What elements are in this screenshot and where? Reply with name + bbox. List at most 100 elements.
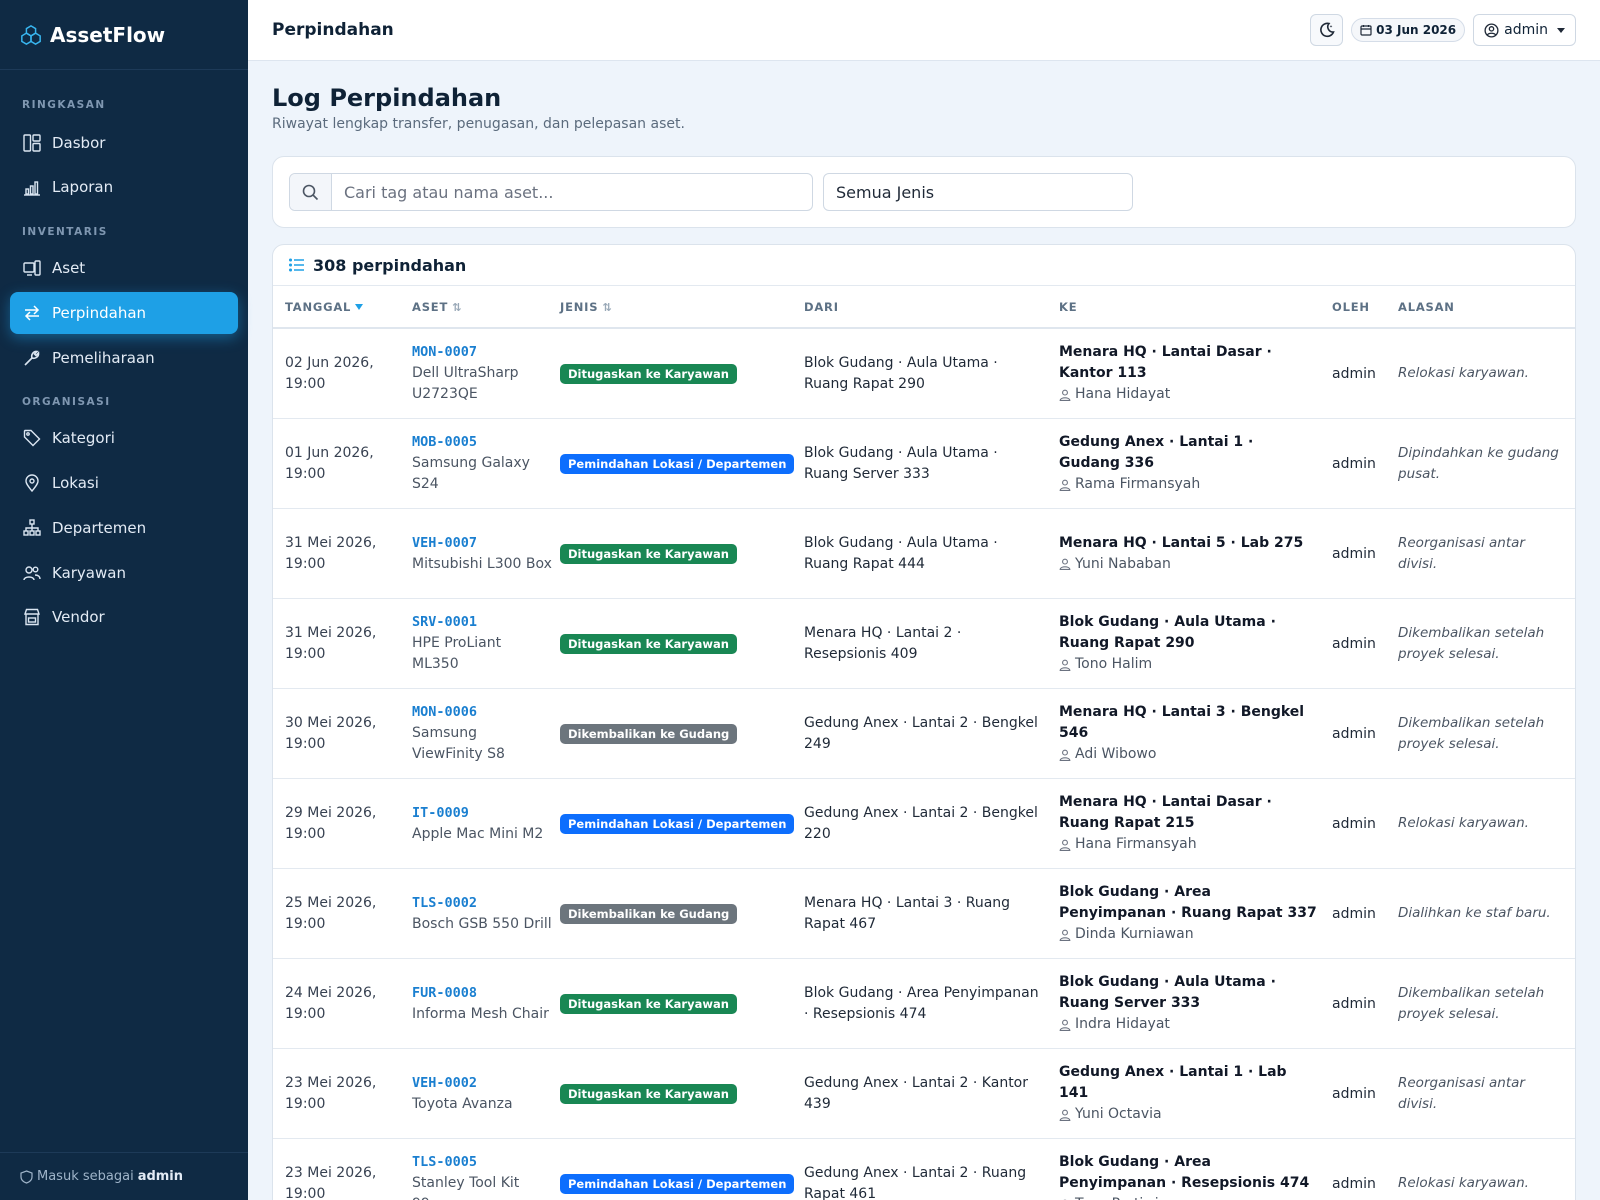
person-icon [1059, 558, 1071, 570]
assignee: Yuni Nababan [1059, 554, 1319, 575]
from-cell: Blok Gudang · Area Penyimpanan · Resepsi… [804, 959, 1044, 1048]
asset-tag-link[interactable]: FUR-0008 [412, 984, 478, 1001]
reason-text: Dikembalikan setelah proyek selesai. [1398, 624, 1545, 662]
table-row[interactable]: 31 Mei 2026, 19:00 VEH-0007 Mitsubishi L… [273, 509, 1575, 599]
actor-name: admin [1332, 815, 1376, 832]
to-cell: Blok Gudang · Area Penyimpanan · Ruang R… [1059, 869, 1319, 958]
asset-tag-link[interactable]: VEH-0007 [412, 534, 478, 551]
table-row[interactable]: 31 Mei 2026, 19:00 SRV-0001 HPE ProLiant… [273, 599, 1575, 689]
sidebar-item-label: Departemen [52, 519, 147, 537]
location-pin-icon [22, 473, 42, 493]
date-cell: 23 Mei 2026, 19:00 [285, 1049, 395, 1138]
to-location: Gedung Anex · Lantai 1 · Lab 141 [1059, 1064, 1287, 1101]
asset-tag-link[interactable]: IT-0009 [412, 804, 469, 821]
time-text: 19:00 [285, 1095, 326, 1112]
app-name: AssetFlow [50, 22, 166, 47]
date-badge: 03 Jun 2026 [1351, 18, 1466, 42]
from-location: Menara HQ · Lantai 2 · Resepsionis 409 [804, 624, 962, 662]
sidebar-item-perpindahan[interactable]: Perpindahan [10, 292, 238, 334]
sidebar-item-dasbor[interactable]: Dasbor [10, 122, 238, 164]
table-row[interactable]: 23 Mei 2026, 19:00 TLS-0005 Stanley Tool… [273, 1139, 1575, 1200]
col-header-jenis[interactable]: JENIS ⇅ [560, 300, 612, 314]
person-icon [1059, 839, 1071, 851]
search-icon [290, 174, 332, 210]
section-title-inventaris: INVENTARIS [22, 226, 108, 238]
asset-cell: SRV-0001 HPE ProLiant ML350 [412, 599, 552, 688]
sidebar-item-karyawan[interactable]: Karyawan [10, 552, 238, 594]
people-icon [22, 563, 42, 583]
page-heading-block: Log Perpindahan Riwayat lengkap transfer… [272, 84, 685, 132]
table-row[interactable]: 01 Jun 2026, 19:00 MOB-0005 Samsung Gala… [273, 419, 1575, 509]
user-menu-button[interactable]: admin [1473, 14, 1576, 46]
asset-tag-link[interactable]: TLS-0005 [412, 1154, 478, 1170]
type-cell: Ditugaskan ke Karyawan [560, 1049, 790, 1138]
table-row[interactable]: 23 Mei 2026, 19:00 VEH-0002 Toyota Avanz… [273, 1049, 1575, 1139]
sidebar-item-label: Lokasi [52, 474, 99, 492]
to-location: Blok Gudang · Aula Utama · Ruang Server … [1059, 974, 1276, 1011]
calendar-icon [1360, 25, 1372, 36]
reason-cell: Dikembalikan setelah proyek selesai. [1398, 959, 1568, 1048]
date-text: 23 Mei 2026, [285, 1164, 377, 1181]
search-group [289, 173, 813, 211]
asset-tag-link[interactable]: MON-0007 [412, 344, 478, 360]
actor-name: admin [1332, 1085, 1376, 1102]
type-cell: Pemindahan Lokasi / Departemen [560, 419, 795, 508]
to-cell: Gedung Anex · Lantai 1 · Lab 141 Yuni Oc… [1059, 1049, 1319, 1138]
asset-tag-link[interactable]: VEH-0002 [412, 1074, 478, 1091]
caret-down-icon [1557, 27, 1565, 33]
sidebar-item-lokasi[interactable]: Lokasi [10, 462, 238, 504]
col-header-tanggal[interactable]: TANGGAL [285, 300, 364, 314]
movement-type-badge: Ditugaskan ke Karyawan [560, 1083, 737, 1104]
asset-name: Samsung Galaxy S24 [412, 455, 530, 492]
sidebar-item-departemen[interactable]: Departemen [10, 507, 238, 549]
asset-tag-link[interactable]: MON-0006 [412, 704, 478, 720]
brand[interactable]: AssetFlow [0, 0, 248, 70]
section-title-ringkasan: RINGKASAN [22, 99, 106, 111]
to-location: Menara HQ · Lantai Dasar · Ruang Rapat 2… [1059, 794, 1272, 831]
search-input[interactable] [332, 174, 812, 210]
table-row[interactable]: 29 Mei 2026, 19:00 IT-0009 Apple Mac Min… [273, 779, 1575, 869]
type-cell: Ditugaskan ke Karyawan [560, 959, 790, 1048]
sidebar-item-pemeliharaan[interactable]: Pemeliharaan [10, 337, 238, 379]
from-cell: Gedung Anex · Lantai 2 · Kantor 439 [804, 1049, 1044, 1138]
to-location: Menara HQ · Lantai 5 · Lab 275 [1059, 534, 1304, 551]
topbar: Perpindahan 03 Jun 2026 admin [248, 0, 1600, 61]
date-text: 31 Mei 2026, [285, 624, 377, 641]
col-header-aset[interactable]: ASET ⇅ [412, 300, 462, 314]
theme-toggle-button[interactable] [1310, 14, 1344, 46]
by-cell: admin [1332, 599, 1392, 688]
page-heading: Log Perpindahan [272, 84, 502, 112]
asset-name: Toyota Avanza [412, 1095, 513, 1112]
asset-name: Stanley Tool Kit 99pc [412, 1175, 520, 1200]
sort-icon: ⇅ [602, 300, 613, 314]
reason-cell: Relokasi karyawan. [1398, 779, 1568, 868]
type-filter-select[interactable]: Semua Jenis [823, 173, 1133, 211]
asset-tag-link[interactable]: MOB-0005 [412, 434, 478, 450]
assignee-name: Hana Hidayat [1075, 386, 1171, 402]
table-row[interactable]: 25 Mei 2026, 19:00 TLS-0002 Bosch GSB 55… [273, 869, 1575, 959]
asset-tag-link[interactable]: TLS-0002 [412, 894, 478, 911]
asset-name: Informa Mesh Chair [412, 1005, 549, 1022]
by-cell: admin [1332, 329, 1392, 418]
asset-cell: MON-0006 Samsung ViewFinity S8 [412, 689, 552, 778]
sidebar-item-vendor[interactable]: Vendor [10, 596, 238, 638]
table-row[interactable]: 24 Mei 2026, 19:00 FUR-0008 Informa Mesh… [273, 959, 1575, 1049]
table-row[interactable]: 02 Jun 2026, 19:00 MON-0007 Dell UltraSh… [273, 329, 1575, 419]
asset-name: HPE ProLiant ML350 [412, 635, 502, 672]
person-icon [1059, 749, 1071, 761]
by-cell: admin [1332, 509, 1392, 598]
filter-card: Semua Jenis [272, 156, 1576, 228]
date-text: 01 Jun 2026, [285, 444, 374, 461]
table-row[interactable]: 30 Mei 2026, 19:00 MON-0006 Samsung View… [273, 689, 1575, 779]
asset-tag-link[interactable]: SRV-0001 [412, 614, 478, 630]
sidebar-item-aset[interactable]: Aset [10, 247, 238, 289]
movement-type-badge: Ditugaskan ke Karyawan [560, 633, 737, 654]
reason-cell: Dikembalikan setelah proyek selesai. [1398, 599, 1568, 688]
actor-name: admin [1332, 725, 1376, 742]
sidebar-item-kategori[interactable]: Kategori [10, 417, 238, 459]
assignee-name: Rama Firmansyah [1075, 476, 1201, 492]
date-cell: 31 Mei 2026, 19:00 [285, 599, 395, 688]
sidebar-item-laporan[interactable]: Laporan [10, 166, 238, 208]
col-label: TANGGAL [285, 300, 352, 314]
assignee-name: Tono Pertiwi [1075, 1194, 1159, 1200]
